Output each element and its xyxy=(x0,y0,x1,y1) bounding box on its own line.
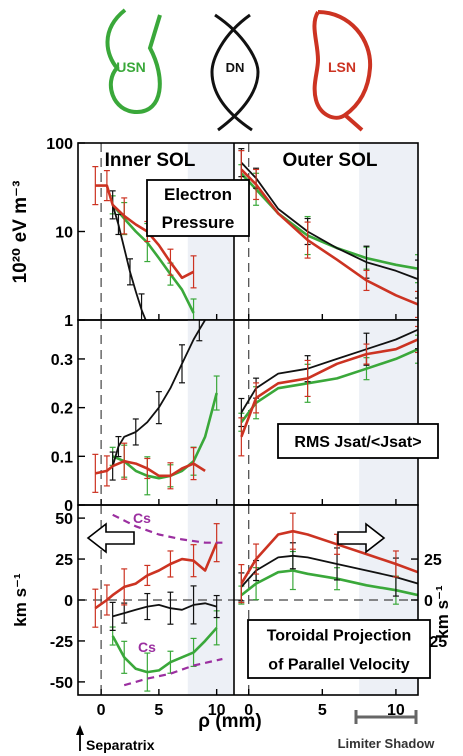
cs-label-upper: Cs xyxy=(133,510,151,526)
cs-series-line xyxy=(112,513,223,544)
dn-separatrix-b xyxy=(210,13,253,132)
outer-sol-heading: Outer SOL xyxy=(282,150,377,171)
y-tick-label: 10 xyxy=(55,225,73,242)
y-tick-label: 25 xyxy=(55,552,73,569)
parallel-velocity-inner-content xyxy=(78,505,234,695)
velocity-annotation-box xyxy=(247,619,431,679)
lsn-series-line xyxy=(94,542,218,610)
y-tick-label: 0.1 xyxy=(51,449,73,466)
pressure-annotation-box xyxy=(146,179,250,237)
rms-annotation-text: RMS Jsat/<Jsat> xyxy=(294,434,421,451)
limiter-shadow-band xyxy=(359,320,418,505)
usn-label: USN xyxy=(116,59,146,75)
x-tick-label: 10 xyxy=(208,702,226,719)
y-tick-label: -50 xyxy=(50,675,73,692)
lsn-series-line xyxy=(240,338,418,438)
dn-series-line xyxy=(240,328,418,413)
y-tick-label: 0 xyxy=(64,593,73,610)
limiter-shadow-band xyxy=(187,505,234,695)
shape-dn: DN xyxy=(210,13,260,132)
x-axis-label: ρ (mm) xyxy=(198,711,261,732)
lsn-series-line xyxy=(95,184,195,280)
x-tick-label: 5 xyxy=(154,702,163,719)
separatrix-marker: Separatrix xyxy=(76,725,155,753)
y-tick-label: 0.2 xyxy=(51,401,73,418)
lsn-series-line xyxy=(240,529,418,585)
inner-sol-heading: Inner SOL xyxy=(105,150,196,171)
y-tick-label: -25 xyxy=(50,634,73,651)
cs-series-line xyxy=(123,657,223,687)
velocity-annotation-text: of Parallel Velocity xyxy=(268,656,410,673)
lsn-separatrix-outline xyxy=(312,10,373,132)
rms-annotation-box xyxy=(277,423,439,459)
top-y-axis-label: 10²⁰ eV m⁻³ xyxy=(10,181,31,284)
dn-series-line xyxy=(240,554,418,588)
velocity-annotation-text: Toroidal Projection xyxy=(267,627,412,644)
dn-separatrix-a xyxy=(214,13,260,132)
limiter-label: Limiter Shadow xyxy=(338,736,436,751)
limiter-shadow-marker: Limiter Shadow xyxy=(338,710,436,751)
x-tick-label: 5 xyxy=(318,702,327,719)
bottom-y-axis-label-left: km s⁻¹ xyxy=(11,573,30,627)
x-tick-label: 0 xyxy=(244,702,253,719)
usn-series-line xyxy=(240,348,418,423)
dn-series-line xyxy=(112,602,217,618)
dn-label: DN xyxy=(226,60,245,75)
shape-lsn: LSN xyxy=(312,10,373,132)
dn-series-line xyxy=(240,161,418,280)
electron-pressure-outer-content xyxy=(238,143,418,320)
bottom-y-axis-label-right: km s⁻¹ xyxy=(433,585,452,639)
x-tick-label: 0 xyxy=(97,702,106,719)
usn-series-line xyxy=(111,204,195,314)
y-tick-label-right: 25 xyxy=(424,552,442,569)
y-tick-label: 0.3 xyxy=(51,352,73,369)
y-tick-label-right: 0 xyxy=(424,593,433,610)
cs-label-lower: Cs xyxy=(138,639,156,655)
pressure-annotation-text: Electron xyxy=(164,185,232,204)
shape-usn: USN xyxy=(105,8,162,115)
rms-jsat-inner-content xyxy=(92,320,234,505)
y-tick-label: 0 xyxy=(64,498,73,515)
y-tick-label: 100 xyxy=(46,136,73,153)
y-tick-label: 1 xyxy=(64,313,73,330)
usn-series-line xyxy=(240,172,418,270)
separatrix-label: Separatrix xyxy=(86,737,155,753)
separatrix-arrow-head xyxy=(76,725,84,735)
rms-jsat-outer-content xyxy=(238,320,418,505)
outer-direction-arrow xyxy=(337,522,386,554)
inner-direction-arrow xyxy=(86,522,135,554)
usn-series-line xyxy=(240,569,418,597)
pressure-annotation-text: Pressure xyxy=(162,213,235,232)
x-tick-label: 10 xyxy=(387,702,405,719)
usn-separatrix-outline xyxy=(105,8,162,115)
y-tick-label: 50 xyxy=(55,511,73,528)
lsn-label: LSN xyxy=(328,59,356,75)
usn-series-line xyxy=(111,626,218,674)
lsn-series-line xyxy=(240,168,418,306)
